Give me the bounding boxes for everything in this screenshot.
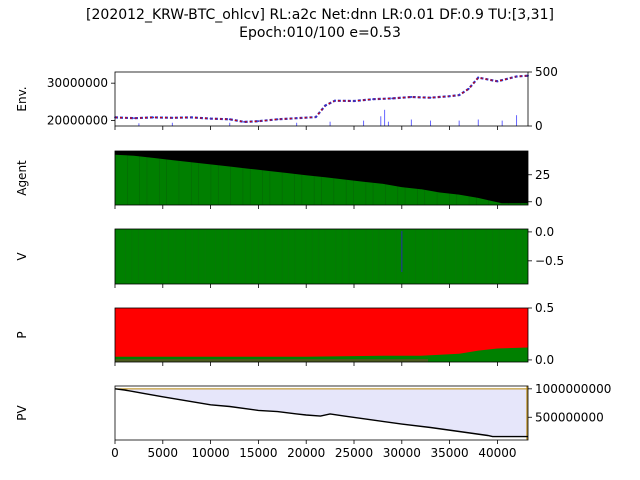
env-price-line (114, 75, 529, 123)
env-price-point-8 (257, 120, 260, 123)
agent-ytick-label-1: 25 (535, 168, 550, 182)
agent-holding-line (114, 151, 528, 204)
policy-sell-area (115, 308, 528, 362)
agent-ylabel: Agent (15, 160, 29, 196)
env-price-point-22 (477, 76, 480, 79)
pv-xtick-label-6: 30000 (383, 446, 421, 460)
agent-panel: 0 25 Agent (15, 150, 550, 209)
pv-xtick-label-8: 40000 (478, 446, 516, 460)
pv-fill-area (115, 388, 528, 437)
pv-panel: 500000000 1000000000 0 5000 10000 15000 20000 2… (15, 382, 611, 460)
value-ytick-label-0: −0.5 (535, 254, 564, 268)
env-price-point-11 (314, 116, 317, 118)
pv-xtick-label-1: 5000 (148, 446, 179, 460)
value-ylabel: V (15, 252, 29, 261)
env-price-point-18 (429, 96, 432, 99)
policy-ylabel: P (15, 331, 29, 338)
pv-xtick-label-3: 15000 (239, 446, 277, 460)
pv-xtick-label-0: 0 (111, 446, 119, 460)
env-price-point-3 (171, 116, 174, 119)
env-price-point-9 (276, 118, 279, 121)
env-frame (114, 71, 529, 127)
env-price-point-16 (391, 97, 394, 100)
env-volume-ytick-label-0: 0 (535, 119, 543, 133)
pv-ytick-label-0: 500000000 (535, 410, 604, 424)
chart-title-line-2: Epoch:010/100 e=0.53 (239, 25, 401, 41)
env-price-point-21 (467, 87, 470, 90)
env-price-point-17 (410, 96, 413, 98)
agent-ytick-label-0: 0 (535, 195, 543, 209)
env-volume-ytick-label-1: 500 (535, 65, 558, 79)
env-price-point-10 (295, 117, 298, 120)
env-price-point-20 (458, 94, 461, 96)
agent-frame (114, 150, 529, 206)
chart-title-line-1: [202012_KRW-BTC_ohlcv] RL:a2c Net:dnn LR… (86, 7, 554, 23)
policy-frame (114, 307, 529, 363)
pv-xtick-label-2: 10000 (192, 446, 230, 460)
env-ylabel: Env. (15, 86, 29, 111)
value-background (115, 229, 528, 284)
value-frame (114, 228, 529, 285)
policy-panel: 0.0 0.5 P (15, 301, 554, 367)
pv-xtick-label-5: 25000 (335, 446, 373, 460)
env-price-point-13 (333, 99, 336, 102)
pv-ytick-label-1: 1000000000 (535, 382, 611, 396)
env-price-point-5 (209, 117, 212, 120)
policy-buy-area (115, 347, 528, 362)
env-price-point-23 (496, 80, 499, 83)
env-price-point-2 (152, 116, 155, 119)
pv-xtick-label-4: 20000 (287, 446, 325, 460)
policy-ytick-label-1: 0.5 (535, 301, 554, 315)
pv-line (114, 388, 528, 438)
pv-frame (114, 385, 529, 441)
env-price-line-shadow (114, 74, 529, 124)
env-price-point-24 (515, 75, 518, 78)
env-price-point-19 (448, 95, 451, 98)
pv-ylabel: PV (15, 404, 29, 420)
env-price-point-6 (228, 118, 231, 121)
env-price-point-12 (324, 104, 327, 107)
env-panel: 20000000 30000000 0 500 Env. (15, 65, 558, 133)
policy-hold-band (115, 359, 428, 362)
env-price-point-7 (243, 121, 245, 123)
value-panel: −0.5 0.0 V (15, 225, 564, 288)
env-price-point-4 (190, 116, 193, 119)
policy-ytick-label-0: 0.0 (535, 353, 554, 367)
env-price-point-1 (133, 117, 136, 120)
env-price-point-14 (353, 100, 355, 102)
pv-xtick-label-7: 35000 (431, 446, 469, 460)
env-ytick-label-1: 30000000 (47, 76, 108, 90)
env-price-point-15 (372, 98, 375, 101)
env-ytick-label-0: 20000000 (47, 113, 108, 127)
value-ytick-label-1: 0.0 (535, 225, 554, 239)
